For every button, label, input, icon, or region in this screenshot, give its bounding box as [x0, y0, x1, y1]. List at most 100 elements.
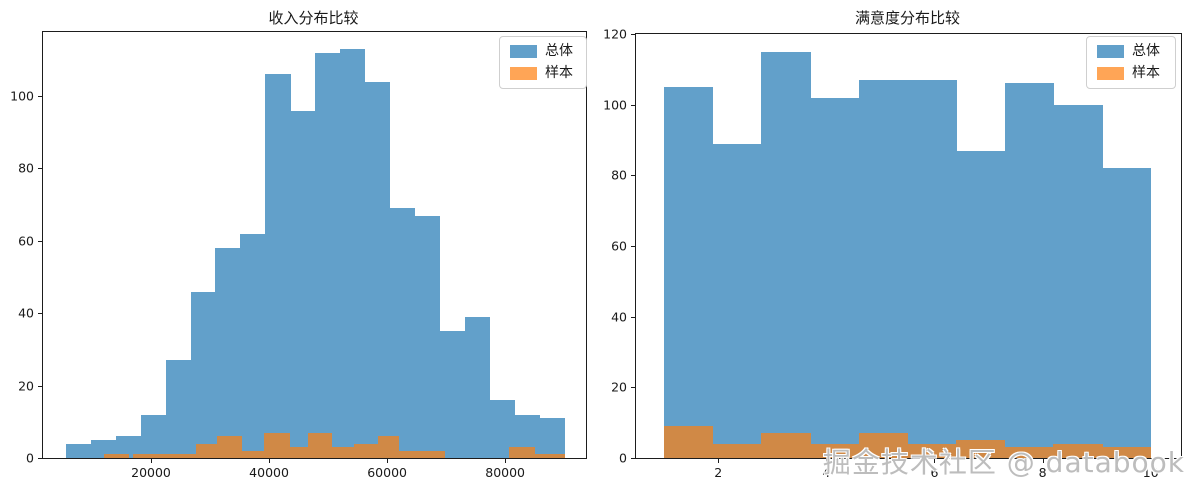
y-tick-label: 80 [611, 167, 627, 183]
x-tick-label: 10 [1142, 465, 1159, 480]
sample-histogram-bar [712, 443, 763, 458]
overall-histogram-bar [858, 79, 908, 458]
overall-histogram-bar [761, 51, 811, 458]
x-tick-mark [934, 459, 936, 463]
legend-swatch-sample [510, 67, 537, 80]
sample-histogram-bar [378, 436, 399, 458]
legend-label-sample: 样本 [545, 65, 573, 81]
sample-histogram-bar [1004, 447, 1054, 458]
legend-swatch-overall [1097, 45, 1124, 58]
y-tick-mark [38, 96, 42, 98]
x-tick-mark [269, 459, 271, 463]
overall-histogram-bar [464, 316, 491, 458]
sample-histogram-bar [289, 447, 309, 458]
y-tick-mark [631, 458, 635, 459]
sample-histogram-bar [308, 432, 332, 458]
overall-histogram-bar [389, 208, 416, 458]
overall-histogram-bar [664, 87, 714, 458]
y-tick-mark [631, 34, 635, 35]
x-tick-mark [718, 459, 720, 463]
overall-histogram-bar [439, 331, 466, 458]
x-tick-mark [387, 459, 389, 463]
y-tick-label: 20 [18, 378, 34, 394]
y-tick-label: 120 [603, 26, 627, 42]
watermark: 掘金技术社区 @ databook [822, 446, 1185, 479]
x-tick-label: 80000 [485, 465, 526, 480]
overall-histogram-bar [364, 81, 391, 458]
y-tick-label: 100 [10, 88, 34, 104]
overall-histogram-bar [90, 439, 117, 458]
legend-item-sample: 样本 [1097, 66, 1165, 81]
sample-histogram-bar [509, 447, 535, 458]
y-tick-label: 60 [611, 238, 627, 254]
y-tick-label: 0 [26, 450, 34, 466]
overall-histogram-bar [290, 110, 316, 458]
x-tick-label: 60000 [367, 465, 407, 480]
y-tick-mark [38, 385, 42, 387]
sample-histogram-bar [1102, 447, 1152, 458]
legend-item-overall: 总体 [510, 44, 576, 59]
x-tick-mark [826, 459, 828, 463]
sample-histogram-bar [534, 454, 565, 458]
x-tick-mark [1042, 459, 1044, 463]
chart-title-income: 收入分布比较 [268, 9, 359, 27]
sample-histogram-bar [103, 454, 129, 458]
legend-income: 总体 样本 [499, 36, 587, 89]
legend-swatch-sample [1097, 67, 1124, 80]
y-tick-label: 40 [18, 305, 34, 321]
overall-histogram-bar [956, 150, 1006, 458]
overall-histogram-bar [414, 215, 441, 458]
x-tick-label: 2 [714, 465, 723, 480]
overall-histogram-bar [907, 79, 957, 458]
sample-histogram-bar [858, 433, 908, 458]
overall-histogram-bar [240, 233, 266, 458]
overall-histogram-bar [165, 360, 192, 458]
y-tick-mark [631, 387, 635, 389]
y-tick-label: 0 [619, 450, 627, 466]
legend-item-overall: 总体 [1097, 44, 1165, 59]
overall-histogram-bar [539, 418, 565, 458]
y-tick-mark [631, 175, 635, 177]
y-tick-mark [631, 246, 635, 247]
y-tick-label: 80 [18, 160, 34, 176]
sample-histogram-bar [761, 433, 811, 458]
legend-satisfaction: 总体 样本 [1086, 36, 1176, 89]
y-tick-label: 100 [603, 97, 627, 113]
x-tick-mark [1150, 459, 1152, 463]
sample-histogram-bar [217, 436, 243, 458]
overall-histogram-bar [315, 52, 341, 458]
y-tick-mark [38, 168, 42, 170]
x-tick-label: 20000 [131, 465, 171, 480]
sample-histogram-bar [907, 443, 957, 458]
sample-histogram-bar [810, 443, 860, 458]
y-tick-label: 20 [611, 379, 627, 395]
overall-histogram-bar [1102, 168, 1152, 458]
legend-label-overall: 总体 [1132, 43, 1160, 59]
y-tick-mark [38, 240, 42, 242]
overall-histogram-bar [66, 443, 92, 458]
legend-item-sample: 样本 [510, 66, 576, 81]
overall-histogram-bar [265, 74, 291, 458]
overall-histogram-bar [215, 248, 241, 458]
sample-histogram-bar [195, 443, 218, 458]
overall-histogram-bar [190, 291, 217, 458]
x-tick-label: 40000 [249, 465, 289, 480]
chart-title-satisfaction: 满意度分布比较 [854, 9, 960, 27]
sample-histogram-bar [664, 426, 714, 458]
x-tick-mark [505, 459, 507, 463]
sample-histogram-bar [241, 450, 265, 458]
y-tick-mark [38, 313, 42, 315]
satisfaction-plot-area [635, 33, 1182, 459]
overall-histogram-bar [1004, 83, 1054, 458]
x-tick-mark [151, 459, 152, 463]
sample-histogram-bar [1053, 443, 1103, 458]
sample-histogram-bar [133, 454, 197, 458]
x-tick-label: 4 [822, 465, 831, 480]
overall-histogram-bar [810, 97, 860, 458]
overall-histogram-bar [115, 436, 142, 458]
sample-histogram-bar [398, 450, 445, 458]
sample-histogram-bar [354, 443, 379, 458]
overall-histogram-bar [712, 143, 763, 458]
overall-histogram-bar [1053, 104, 1103, 458]
